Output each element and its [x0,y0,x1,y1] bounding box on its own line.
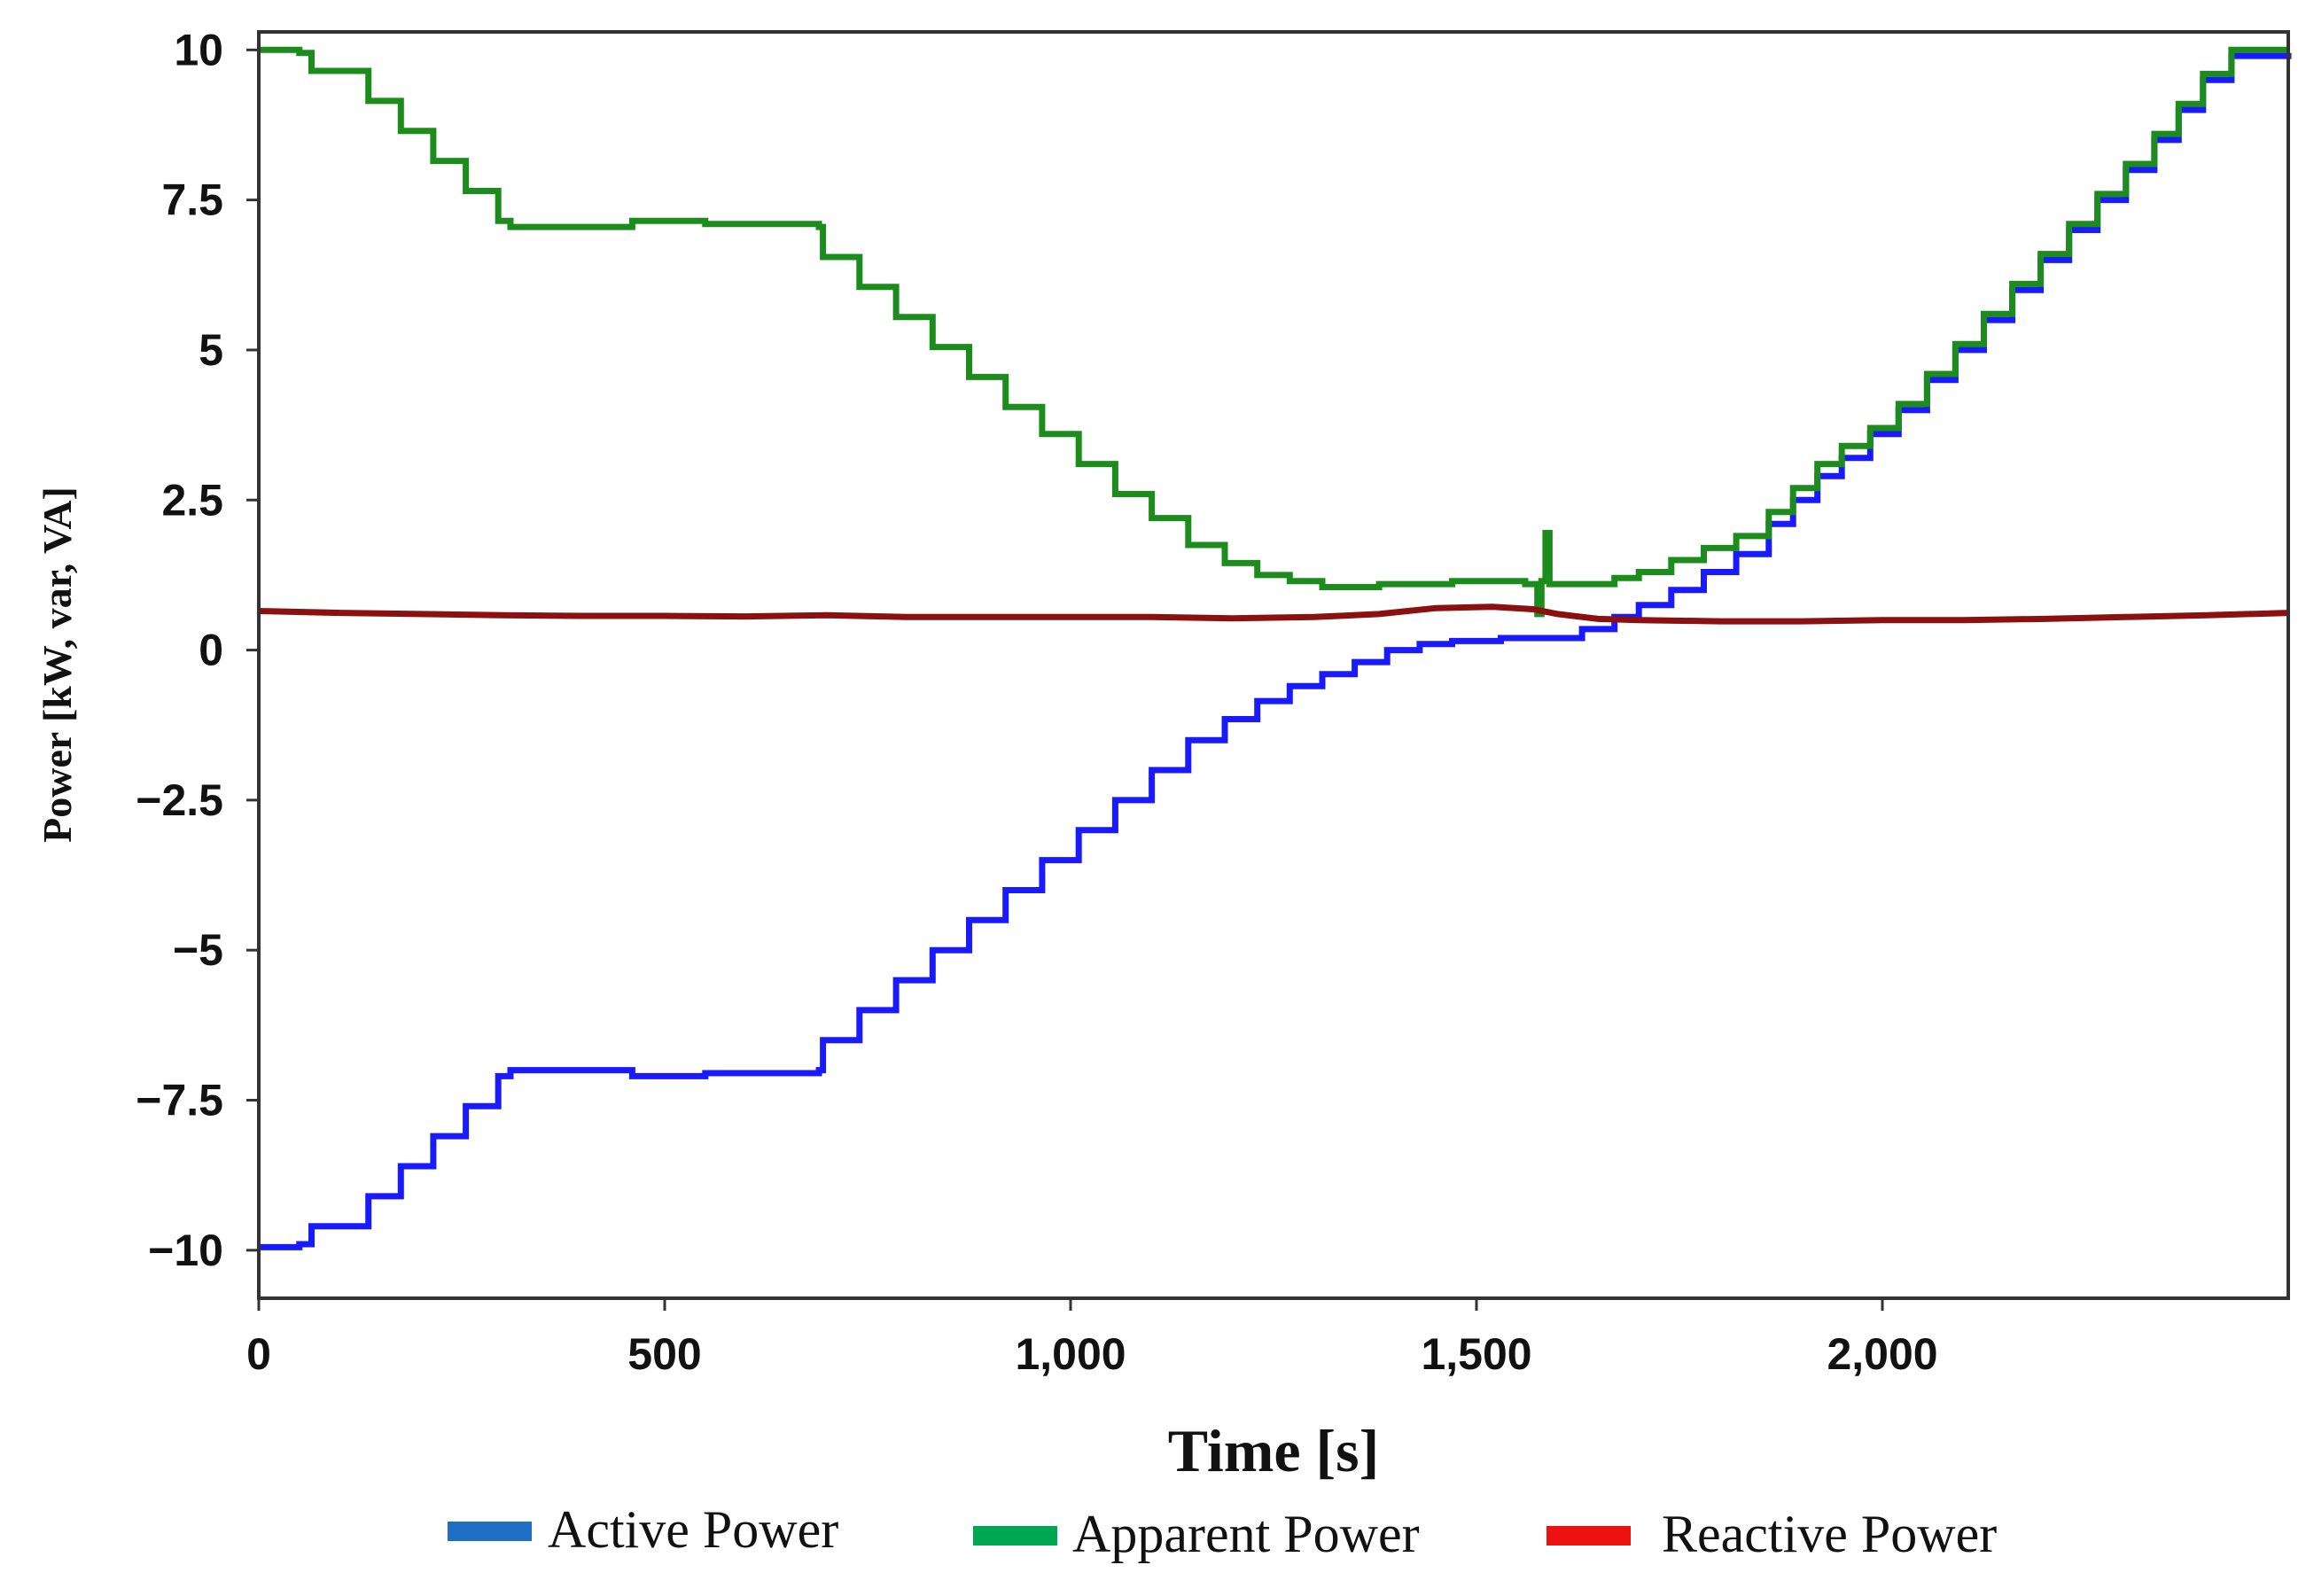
reactive-power-legend-swatch [1546,1526,1631,1545]
active-power-line [259,52,2292,1250]
apparent-power-legend-label: Apparent Power [1072,1505,1420,1563]
x-tick-label: 2,000 [1827,1329,1937,1379]
y-tick-label: 5 [199,325,223,375]
y-tick-label: −5 [173,925,223,975]
y-axis-title: Power [kW, var, VA] [35,487,80,843]
legend: Active Power Apparent Power Reactive Power [448,1500,1997,1563]
reactive-power-line [258,603,2289,625]
y-tick-label: −2.5 [136,775,223,825]
y-tick-label: 10 [174,25,223,74]
x-tick-label: 1,500 [1421,1329,1531,1379]
y-tick-label: 2.5 [161,475,223,525]
y-tick-label: −10 [148,1226,223,1275]
reactive-power-legend-label: Reactive Power [1662,1505,1997,1563]
y-tick-label: −7.5 [136,1076,223,1125]
y-tick-label: 0 [199,626,223,675]
x-tick-label: 0 [246,1329,271,1379]
ticks-layer: 0 500 1,000 1,500 2,000 10 7.5 5 2.5 0 −2.5 −5 −7.5 −… [136,25,1937,1379]
active-power-legend-label: Active Power [548,1500,838,1559]
active-power-legend-swatch [448,1522,532,1541]
plot-frame [257,30,2290,1300]
y-tick-label: 7.5 [161,175,223,225]
x-tick-label: 1,000 [1015,1329,1126,1379]
x-tick-label: 500 [627,1329,701,1379]
series-layer [258,46,2292,1250]
x-axis-title: Time [s] [1168,1417,1380,1484]
apparent-power-line [259,46,2288,618]
apparent-power-legend-swatch [973,1526,1057,1545]
